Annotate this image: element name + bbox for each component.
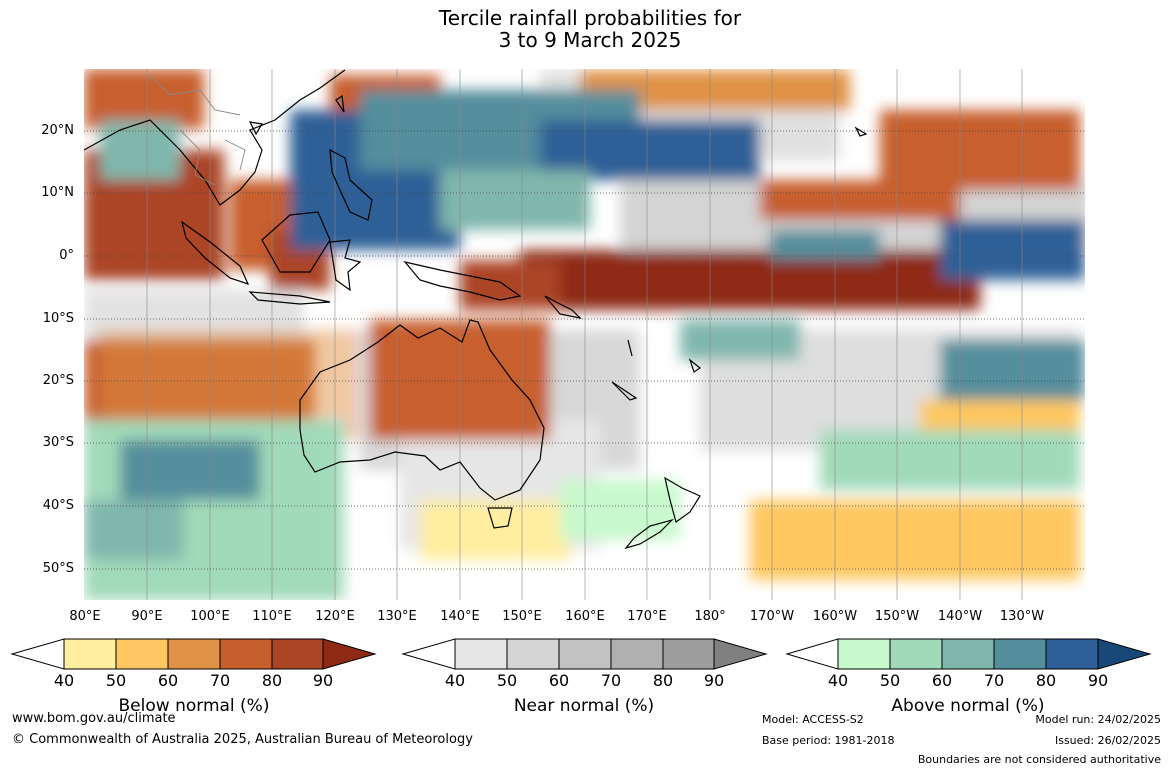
- country-borders: [149, 74, 246, 186]
- cb-above-seg: [838, 639, 890, 669]
- cb-near-seg: [507, 639, 559, 669]
- lon-label-160w: 160°W: [812, 609, 858, 624]
- new-zealand-north: [664, 476, 701, 523]
- cb-above-tick: 70: [983, 671, 1005, 690]
- borneo-coast: [261, 211, 331, 273]
- cb-above-tick: 80: [1035, 671, 1057, 690]
- cb-above-seg: [890, 639, 942, 669]
- map-title-line1: Tercile rainfall probabilities for: [438, 6, 742, 30]
- fiji-coast: [688, 358, 702, 373]
- colorbar-above: [785, 638, 1152, 670]
- cb-near-tick: 50: [496, 671, 518, 690]
- cb-below-seg: [116, 639, 168, 669]
- lat-label-20n: 20°N: [41, 123, 74, 138]
- solomon-islands-coast: [544, 295, 582, 319]
- new-zealand-south: [624, 518, 675, 550]
- cb-above-seg: [1046, 639, 1098, 669]
- lon-label-170e: 170°E: [627, 609, 667, 624]
- cb-below-seg: [272, 639, 323, 669]
- vanuatu-coast: [627, 339, 633, 357]
- java-coast: [248, 291, 331, 305]
- lon-label-160e: 160°E: [565, 609, 605, 624]
- cb-near-seg: [559, 639, 611, 669]
- lat-label-0: 0°: [59, 248, 74, 263]
- cb-above-tick: 60: [931, 671, 953, 690]
- lon-label-150w: 150°W: [874, 609, 920, 624]
- cb-below-tick: 60: [157, 671, 179, 690]
- lon-label-100e: 100°E: [190, 609, 230, 624]
- footer-model-run: Model run: 24/02/2025: [1035, 713, 1161, 726]
- cb-below-tick: 40: [53, 671, 75, 690]
- footer-url: www.bom.gov.au/climate: [12, 711, 176, 726]
- colorbar-below: [10, 638, 377, 670]
- cb-below-seg: [168, 639, 220, 669]
- lon-label-90e: 90°E: [131, 609, 163, 624]
- lat-label-50s: 50°S: [42, 561, 74, 576]
- lon-label-170w: 170°W: [749, 609, 795, 624]
- lon-label-150e: 150°E: [502, 609, 542, 624]
- hawaii-coast: [854, 126, 868, 137]
- philippines-coast: [329, 148, 373, 221]
- cb-near-tick: 80: [652, 671, 674, 690]
- cb-near-tick: 60: [548, 671, 570, 690]
- colorbar-near: [401, 638, 768, 670]
- cb-near-tick: 90: [703, 671, 725, 690]
- cb-near-tick: 40: [444, 671, 466, 690]
- lon-label-130w: 130°W: [999, 609, 1045, 624]
- cb-above-tick: 40: [827, 671, 849, 690]
- graticule: [84, 130, 1085, 570]
- cb-near-seg: [611, 639, 663, 669]
- cb-above-seg: [994, 639, 1046, 669]
- forecast-map: [84, 69, 1085, 600]
- footer-base-period: Base period: 1981-2018: [762, 734, 895, 747]
- australia-coast: [299, 319, 545, 501]
- sumatra-coast: [181, 220, 250, 285]
- lat-label-30s: 30°S: [42, 435, 74, 450]
- lon-label-120e: 120°E: [315, 609, 355, 624]
- lat-label-10s: 10°S: [42, 311, 74, 326]
- taiwan-coast: [335, 94, 345, 113]
- cb-below-tick: 90: [312, 671, 334, 690]
- probability-field: [84, 69, 1085, 600]
- lon-label-140w: 140°W: [937, 609, 983, 624]
- lon-label-80e: 80°E: [69, 609, 101, 624]
- lon-label-130e: 130°E: [377, 609, 417, 624]
- tasmania-coast: [487, 507, 513, 529]
- lat-label-20s: 20°S: [42, 373, 74, 388]
- cb-near-title: Near normal (%): [513, 696, 655, 716]
- map-title-line2: 3 to 9 March 2025: [498, 28, 682, 52]
- hainan-coast: [248, 121, 263, 136]
- footer-issued: Issued: 26/02/2025: [1054, 734, 1161, 747]
- footer-disclaimer: Boundaries are not considered authoritat…: [917, 753, 1161, 766]
- footer-copyright: © Commonwealth of Australia 2025, Austra…: [12, 732, 473, 747]
- cb-above-seg: [942, 639, 994, 669]
- cb-below-seg: [64, 639, 116, 669]
- lat-label-10n: 10°N: [41, 185, 74, 200]
- cb-near-seg: [663, 639, 714, 669]
- lon-label-180: 180°: [694, 609, 726, 624]
- coastlines: [84, 69, 868, 550]
- cb-below-seg: [220, 639, 272, 669]
- cb-near-seg: [455, 639, 507, 669]
- meridians: [146, 69, 1023, 600]
- new-guinea-coast: [403, 261, 522, 301]
- sulawesi-coast: [329, 239, 362, 292]
- cb-above-title: Above normal (%): [891, 696, 1045, 716]
- cb-below-title: Below normal (%): [118, 696, 270, 716]
- cb-below-tick: 80: [261, 671, 283, 690]
- new-caledonia-coast: [611, 381, 638, 401]
- cb-below-tick: 70: [209, 671, 231, 690]
- lon-label-110e: 110°E: [252, 609, 292, 624]
- colorbar-group: [10, 638, 1152, 670]
- lon-label-140e: 140°E: [440, 609, 480, 624]
- cb-above-tick: 90: [1087, 671, 1109, 690]
- cb-above-tick: 50: [879, 671, 901, 690]
- lat-label-40s: 40°S: [42, 498, 74, 513]
- footer-model: Model: ACCESS-S2: [762, 713, 864, 726]
- cb-below-tick: 50: [105, 671, 127, 690]
- asia-mainland-coast: [84, 69, 346, 206]
- cb-near-tick: 70: [600, 671, 622, 690]
